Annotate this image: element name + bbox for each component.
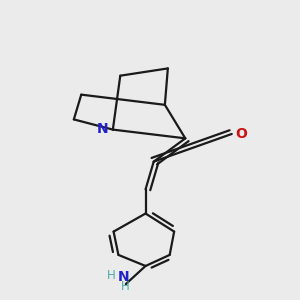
Text: N: N	[118, 270, 130, 284]
Text: H: H	[121, 280, 130, 293]
Text: H: H	[106, 269, 116, 282]
Text: N: N	[97, 122, 108, 136]
Text: O: O	[235, 127, 247, 141]
